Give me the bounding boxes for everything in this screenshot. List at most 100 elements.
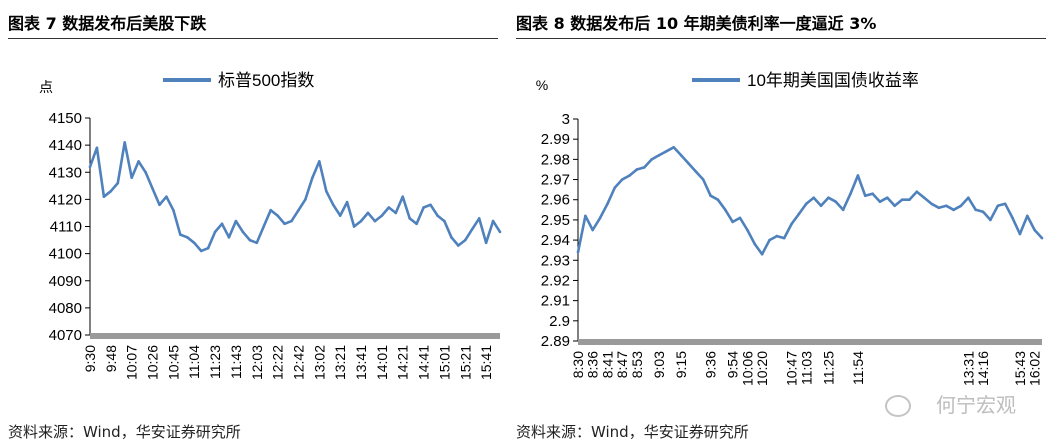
us10y-data-point-2 <box>591 228 595 232</box>
us10y-data-point-61 <box>1025 214 1029 218</box>
sp500-line-chart: 点 4070 4080 4090 4100 4110 4120 4130 4140 4150 9:3… <box>39 71 502 380</box>
us10y-data-point-35 <box>834 200 838 204</box>
us10y-data-point-57 <box>996 204 1000 208</box>
us10y-x-tick-label-6: 9:15 <box>673 351 689 378</box>
us10y-y-tick-label-4: 2.93 <box>541 252 570 269</box>
sp500-data-point-46 <box>408 217 411 220</box>
sp500-data-point-28 <box>283 222 286 226</box>
sp500-data-point-25 <box>262 225 266 228</box>
sp500-y-tick-label-8: 4150 <box>49 110 82 127</box>
us10y-data-point-15 <box>687 162 690 165</box>
sp500-x-tick-label-14: 14:01 <box>374 345 390 380</box>
sp500-data-point-33 <box>318 160 321 163</box>
us10y-y-tick-label-11: 3 <box>562 111 570 128</box>
sp500-data-point-37 <box>345 200 349 204</box>
sp500-data-point-48 <box>422 206 425 209</box>
sp500-x-tick-label-12: 13:21 <box>332 345 348 380</box>
us10y-data-point-42 <box>886 196 889 200</box>
sp500-data-point-23 <box>248 238 252 242</box>
us10y-x-tick-label-0: 8:30 <box>570 351 586 378</box>
us10y-x-tick-label-16: 14:16 <box>975 351 991 386</box>
us10y-data-point-48 <box>930 202 933 206</box>
us10y-x-tick-label-8: 9:54 <box>725 351 741 378</box>
sp500-y-tick-label-4: 4110 <box>50 219 82 236</box>
sp500-data-point-36 <box>338 214 342 217</box>
us10y-data-point-46 <box>915 190 919 193</box>
us10y-data-point-9 <box>642 166 646 169</box>
us10y-y-tick-label-8: 2.97 <box>541 172 570 189</box>
sp500-x-tick-label-9: 12:22 <box>270 345 286 380</box>
us10y-data-point-60 <box>1018 232 1022 236</box>
sp500-x-tick-label-1: 9:48 <box>103 345 119 372</box>
us10y-x-tick-label-9: 10:06 <box>739 351 755 386</box>
us10y-data-point-12 <box>665 149 668 153</box>
us10y-x-tick-label-12: 11:03 <box>798 351 814 385</box>
us10y-data-point-50 <box>944 204 948 208</box>
us10y-y-tick-label-7: 2.96 <box>541 192 570 209</box>
sp500-x-tick-label-7: 11:43 <box>228 345 244 379</box>
sp500-x-tick-label-16: 14:41 <box>416 345 432 380</box>
us10y-data-point-45 <box>908 198 911 202</box>
sp500-data-point-35 <box>331 203 335 207</box>
sp500-data-point-14 <box>185 236 189 239</box>
sp500-x-tick-label-17: 15:01 <box>436 345 452 380</box>
us10y-data-point-29 <box>790 222 793 226</box>
sp500-data-point-6 <box>130 176 133 179</box>
sp500-series-line <box>88 141 502 253</box>
us10y-legend-label: 10年期美国国债收益率 <box>747 71 919 90</box>
us10y-y-tick-label-2: 2.91 <box>541 293 570 310</box>
sp500-y-tick-label-1: 4080 <box>49 300 82 317</box>
us10y-x-tick-label-1: 8:36 <box>585 351 601 378</box>
us10y-data-point-0 <box>576 250 580 254</box>
us10y-data-point-47 <box>922 196 926 200</box>
sp500-x-tick-label-10: 12:42 <box>290 345 306 380</box>
us10y-data-point-56 <box>989 218 992 222</box>
sp500-data-point-50 <box>436 214 439 217</box>
sp500-data-point-40 <box>366 211 370 215</box>
us10y-data-point-27 <box>775 234 779 238</box>
us10y-line-chart: % 2.89 2.9 2.91 2.92 2.93 2.94 2.95 2.96 2.97 2.98… <box>536 71 1044 386</box>
us10y-data-point-11 <box>657 154 661 157</box>
right-chart-title: 图表 8 数据发布后 10 年期美债利率一度逼近 3% <box>516 14 877 33</box>
us10y-x-tick-label-2: 8:41 <box>599 351 615 378</box>
us10y-data-point-19 <box>716 198 720 202</box>
sp500-x-tick-label-0: 9:30 <box>82 345 98 372</box>
us10y-x-tick-label-18: 16:02 <box>1027 351 1043 386</box>
sp500-y-unit-label: 点 <box>39 79 53 95</box>
sp500-x-tick-label-3: 10:26 <box>145 345 161 380</box>
us10y-data-point-58 <box>1003 202 1007 206</box>
sp500-data-point-3 <box>109 189 113 193</box>
sp500-data-point-12 <box>172 208 175 212</box>
sp500-x-tick-label-19: 15:41 <box>478 345 494 380</box>
us10y-x-tick-label-4: 8:53 <box>629 351 645 378</box>
sp500-data-point-7 <box>137 160 140 163</box>
sp500-data-point-45 <box>401 195 405 198</box>
us10y-x-tick-label-10: 10:20 <box>754 351 770 386</box>
sp500-data-point-55 <box>470 227 474 231</box>
sp500-data-point-52 <box>450 236 453 239</box>
us10y-y-tick-label-1: 2.9 <box>549 313 570 330</box>
us10y-x-tick-label-5: 9:03 <box>651 351 667 378</box>
us10y-data-point-62 <box>1033 228 1036 232</box>
sp500-data-point-30 <box>297 208 300 212</box>
us10y-data-point-33 <box>819 204 823 208</box>
us10y-data-point-20 <box>724 208 727 212</box>
sp500-x-tick-label-15: 14:21 <box>395 345 411 380</box>
sp500-x-tick-label-4: 10:45 <box>165 345 181 380</box>
us10y-data-point-59 <box>1011 216 1014 220</box>
sp500-data-point-1 <box>95 146 99 150</box>
us10y-series-line <box>576 146 1043 256</box>
sp500-data-point-26 <box>269 208 272 212</box>
us10y-y-tick-label-0: 2.89 <box>541 333 570 350</box>
us10y-data-point-39 <box>863 194 867 197</box>
us10y-data-point-10 <box>650 158 653 161</box>
us10y-data-point-7 <box>628 174 631 177</box>
us10y-data-point-44 <box>900 198 904 202</box>
sp500-data-point-8 <box>144 170 147 174</box>
us10y-y-tick-label-5: 2.94 <box>541 232 570 249</box>
us10y-x-tick-label-14: 11:54 <box>850 351 866 385</box>
sp500-data-point-59 <box>498 230 502 234</box>
right-source-note: 资料来源：Wind，华安证券研究所 <box>516 423 749 441</box>
right-title-rule <box>516 38 1046 39</box>
sp500-x-tick-label-8: 12:03 <box>249 345 265 380</box>
